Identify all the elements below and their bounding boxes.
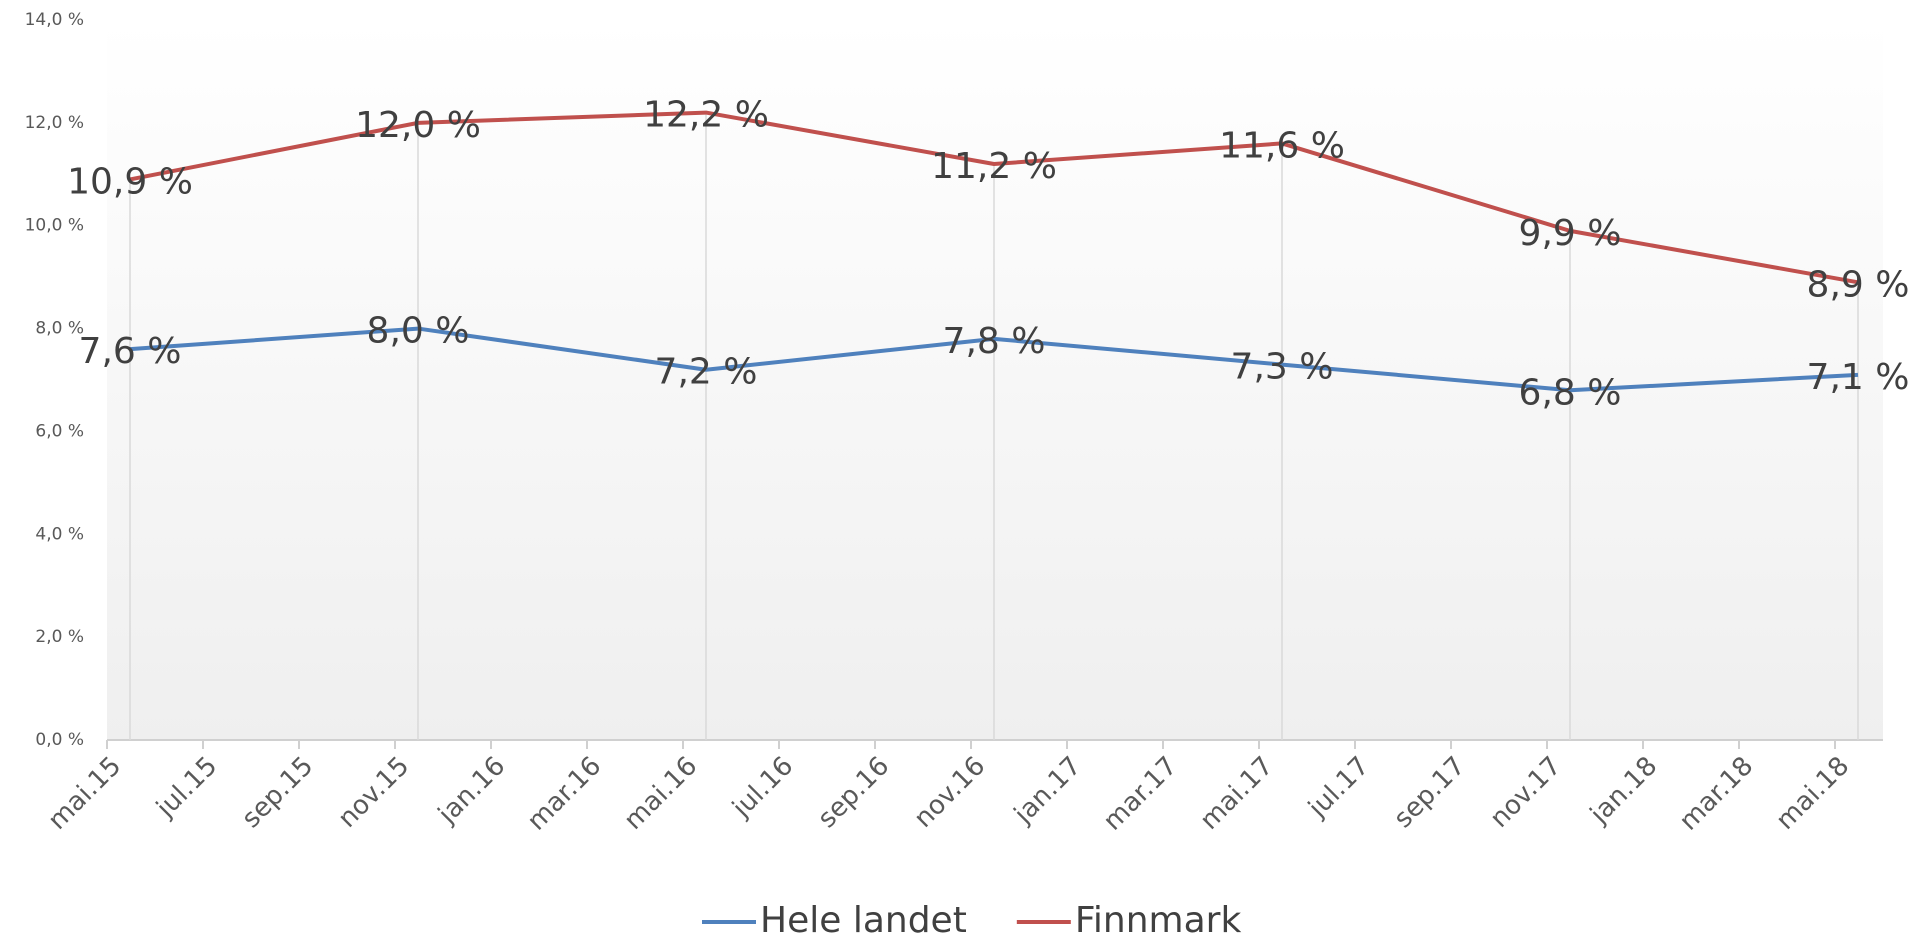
series-line (129, 326, 1859, 393)
legend-label: Finnmark (1075, 900, 1242, 940)
data-label: 10,9 % (67, 161, 193, 202)
data-label: 7,1 % (1807, 357, 1910, 398)
x-tick-label: nov.17 (1484, 751, 1567, 834)
x-tick-label: mai.16 (619, 751, 704, 836)
data-label: 6,8 % (1519, 372, 1622, 413)
x-tick-label: mar.17 (1098, 751, 1184, 837)
legend-label: Hele landet (760, 900, 967, 940)
data-label: 7,2 % (655, 352, 758, 393)
x-tick-label: jan.18 (1584, 751, 1663, 830)
data-label: 11,2 % (931, 146, 1057, 187)
x-tick-label: nov.16 (908, 751, 991, 834)
data-label: 12,2 % (643, 95, 769, 136)
y-tick-label: 2,0 % (35, 627, 84, 647)
x-tick-label: jul.16 (726, 751, 799, 824)
x-tick-label: sep.16 (812, 751, 895, 834)
x-tick-label: sep.15 (236, 751, 319, 834)
y-tick-label: 0,0 % (35, 730, 84, 750)
x-tick-label: nov.15 (332, 751, 415, 834)
x-tick-label: mar.16 (522, 751, 608, 837)
x-tick-label: jul.15 (150, 751, 223, 824)
data-label: 11,6 % (1219, 125, 1345, 166)
data-label: 7,8 % (943, 321, 1046, 362)
series-line (129, 110, 1859, 285)
data-label: 8,0 % (367, 311, 470, 352)
data-label: 12,0 % (355, 105, 481, 146)
x-tick-label: jul.17 (1302, 751, 1375, 824)
x-tick-label: sep.17 (1388, 751, 1471, 834)
y-tick-label: 12,0 % (25, 113, 84, 133)
plot-area (107, 20, 1883, 740)
y-tick-label: 14,0 % (25, 10, 84, 30)
y-tick-label: 6,0 % (35, 421, 84, 441)
data-label: 7,3 % (1231, 347, 1334, 388)
data-label: 7,6 % (79, 331, 182, 372)
data-label: 8,9 % (1807, 264, 1910, 305)
x-tick-label: mai.18 (1771, 751, 1856, 836)
x-tick-label: jan.17 (1008, 751, 1087, 830)
y-tick-label: 8,0 % (35, 319, 84, 339)
y-tick-label: 4,0 % (35, 524, 84, 544)
x-tick-label: mai.15 (43, 751, 128, 836)
y-tick-label: 10,0 % (25, 216, 84, 236)
x-tick-label: mai.17 (1195, 751, 1280, 836)
x-tick-label: mar.18 (1674, 751, 1760, 837)
x-tick-label: jan.16 (432, 751, 511, 830)
data-label: 9,9 % (1519, 213, 1622, 254)
